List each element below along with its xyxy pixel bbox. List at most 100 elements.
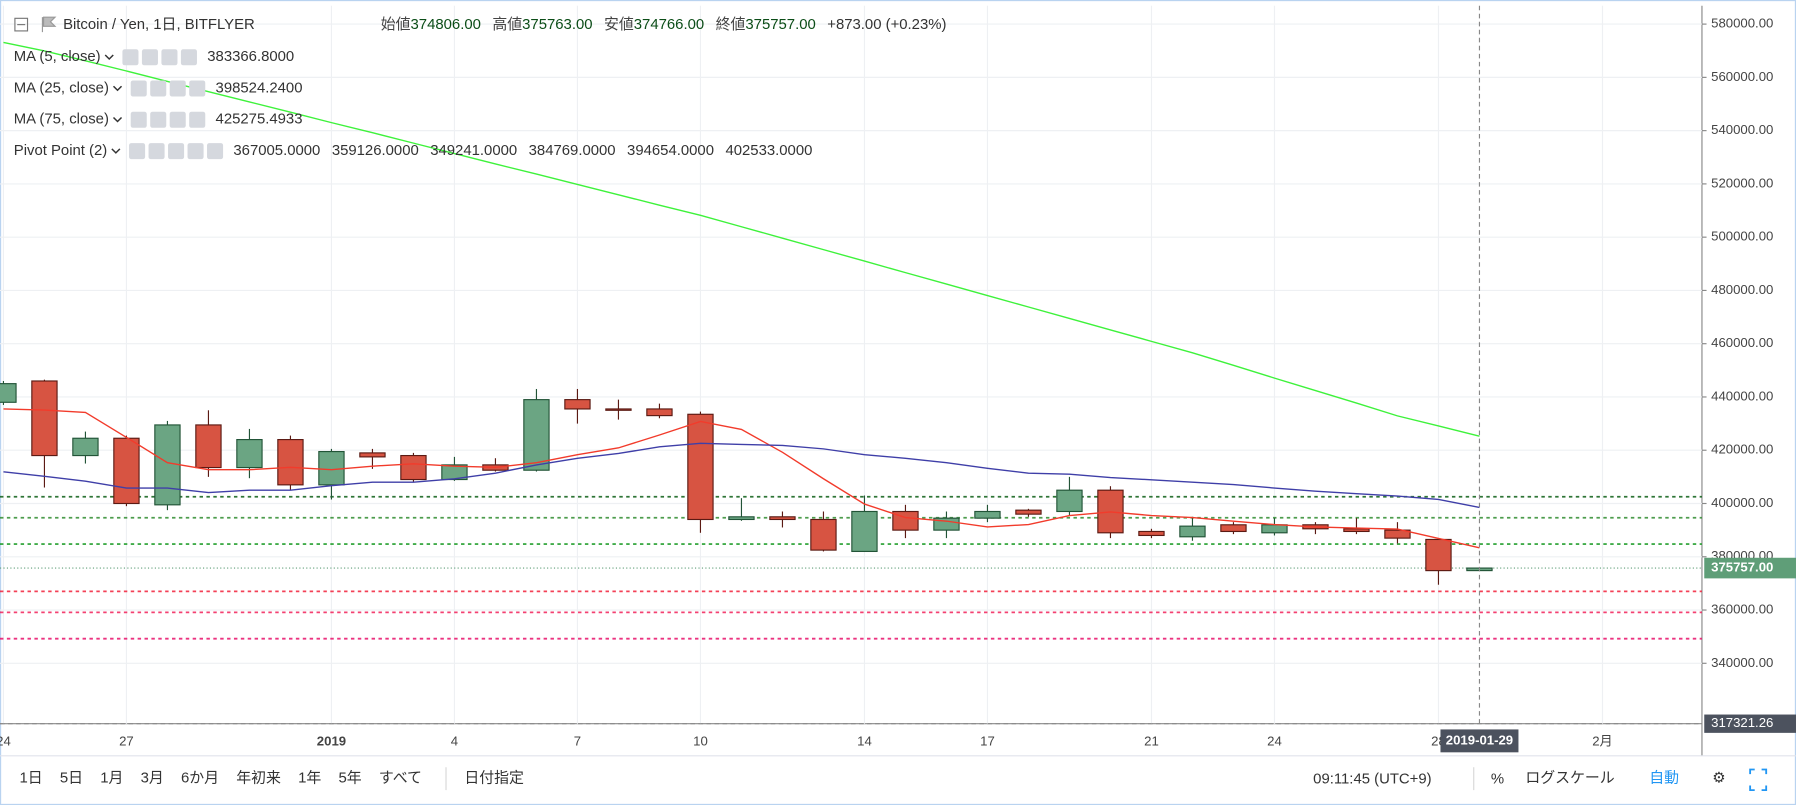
candle-body bbox=[1056, 489, 1083, 513]
legend-icon[interactable] bbox=[168, 143, 185, 160]
ohlc-value: 375763.00 bbox=[522, 17, 592, 33]
x-tick-label: 21 bbox=[1144, 734, 1159, 749]
clock: 09:11:45 (UTC+9) bbox=[1313, 772, 1432, 788]
indicator-name[interactable]: Pivot Point (2) bbox=[14, 143, 108, 159]
y-tick-label: 460000.00 bbox=[1711, 335, 1773, 350]
range-button[interactable]: 5年 bbox=[339, 770, 362, 787]
range-button[interactable]: 6か月 bbox=[181, 770, 219, 787]
indicator-value: 425275.4933 bbox=[216, 112, 303, 128]
legend-icon[interactable] bbox=[129, 143, 146, 160]
y-tick-label: 420000.00 bbox=[1711, 442, 1773, 457]
indicator-value: 383366.8000 bbox=[207, 49, 294, 65]
legend-icon[interactable] bbox=[207, 143, 224, 160]
ohlc-label: 高値 bbox=[492, 16, 522, 33]
y-tick-label: 560000.00 bbox=[1711, 69, 1773, 84]
legend-icon[interactable] bbox=[122, 49, 139, 66]
range-button[interactable]: 3月 bbox=[141, 771, 164, 787]
ohlc-value: 374766.00 bbox=[634, 17, 704, 33]
crosshair-y-box bbox=[1704, 714, 1796, 733]
plot bbox=[0, 41, 1702, 640]
legend-icon[interactable] bbox=[187, 143, 204, 160]
indicator-name[interactable]: MA (25, close) bbox=[14, 80, 109, 96]
crosshair-x-label: 2019-01-29 bbox=[1446, 732, 1513, 747]
range-button[interactable]: 1日 bbox=[19, 771, 42, 787]
legend-icon[interactable] bbox=[169, 80, 186, 97]
x-tick-label: 2月 bbox=[1592, 734, 1613, 749]
candle-body bbox=[728, 516, 755, 521]
candle-body bbox=[1220, 524, 1247, 533]
candle-body bbox=[523, 399, 550, 471]
crosshair-x-box bbox=[1440, 729, 1519, 753]
ohlc-item: 終値375757.00 bbox=[716, 16, 816, 33]
range-button[interactable]: 年初来 bbox=[236, 770, 281, 787]
ohlc-item: 始値374806.00 bbox=[381, 16, 481, 33]
y-tick-label: 360000.00 bbox=[1711, 602, 1773, 617]
log-scale-button[interactable]: ログスケール bbox=[1525, 770, 1614, 787]
date-button[interactable]: 日付指定 bbox=[464, 770, 524, 787]
pivot-value: 359126.0000 bbox=[332, 143, 419, 159]
candle-body bbox=[441, 464, 468, 481]
indicator-name[interactable]: MA (5, close) bbox=[14, 49, 101, 65]
collapse-icon[interactable] bbox=[14, 17, 29, 32]
candle-body bbox=[1261, 524, 1288, 534]
y-tick-label: 340000.00 bbox=[1711, 655, 1773, 670]
x-tick-label: 7 bbox=[574, 734, 581, 749]
range-button[interactable]: 1年 bbox=[298, 770, 321, 787]
x-tick-label: 4 bbox=[451, 734, 458, 749]
candle-body bbox=[687, 413, 714, 521]
legend-icon[interactable] bbox=[189, 111, 206, 128]
y-tick-label: 480000.00 bbox=[1711, 282, 1773, 297]
legend-icon[interactable] bbox=[148, 143, 165, 160]
range-button[interactable]: すべて bbox=[379, 770, 422, 787]
chevron[interactable] bbox=[111, 148, 121, 154]
y-tick-label: 580000.00 bbox=[1711, 16, 1773, 31]
range-button[interactable]: 1月 bbox=[100, 771, 123, 787]
overlay: 2019-01-29 317321.26 375757.00 Bitcoin / Ye… bbox=[0, 5, 1796, 791]
candle-body bbox=[236, 439, 263, 469]
last-price-box bbox=[1704, 557, 1796, 579]
legend-icon[interactable] bbox=[141, 49, 158, 66]
flag-icon[interactable] bbox=[41, 16, 57, 33]
ohlc-value: 375757.00 bbox=[745, 17, 815, 33]
ohlc-label: 始値 bbox=[381, 16, 411, 33]
symbol[interactable]: Bitcoin / Yen, 1日, BITFLYER bbox=[63, 17, 255, 33]
legend-icon[interactable] bbox=[130, 111, 147, 128]
y-tick-label: 440000.00 bbox=[1711, 388, 1773, 403]
percent-button[interactable]: % bbox=[1491, 772, 1504, 788]
last-price-label: 375757.00 bbox=[1711, 560, 1773, 575]
pivot-value: 349241.0000 bbox=[430, 143, 517, 159]
x-tick-label: 24 bbox=[1267, 734, 1282, 749]
settings-icon[interactable]: ⚙ bbox=[1712, 771, 1725, 787]
candle-body bbox=[195, 424, 222, 469]
candle-body bbox=[974, 510, 1001, 519]
chevron[interactable] bbox=[112, 85, 123, 92]
pivot-value: 402533.0000 bbox=[725, 143, 812, 159]
legend-icon[interactable] bbox=[189, 80, 206, 97]
indicator-name[interactable]: MA (75, close) bbox=[14, 112, 109, 128]
fullscreen-icon[interactable] bbox=[1749, 768, 1768, 792]
candle-body bbox=[1425, 538, 1452, 572]
legend-icon[interactable] bbox=[130, 80, 147, 97]
candle-body bbox=[359, 452, 386, 458]
x-tick-label: 27 bbox=[119, 734, 134, 749]
range-button[interactable]: 5日 bbox=[60, 771, 83, 787]
candle-body bbox=[1343, 528, 1370, 533]
pivot-value: 384769.0000 bbox=[529, 143, 616, 159]
legend-icon[interactable] bbox=[150, 80, 167, 97]
chevron[interactable] bbox=[112, 116, 123, 123]
ma-line bbox=[3, 408, 1480, 549]
ma-line bbox=[3, 41, 1480, 437]
legend-icon[interactable] bbox=[161, 49, 178, 66]
legend-icon[interactable] bbox=[169, 111, 186, 128]
legend-icon[interactable] bbox=[180, 49, 197, 66]
pivot-value: 394654.0000 bbox=[627, 143, 714, 159]
auto-button[interactable]: 自動 bbox=[1649, 770, 1679, 787]
candle-body bbox=[318, 450, 345, 486]
chevron[interactable] bbox=[104, 54, 114, 61]
candle-body bbox=[31, 380, 58, 457]
legend-icon[interactable] bbox=[150, 111, 167, 128]
candle-body bbox=[933, 517, 960, 531]
candle-body bbox=[72, 437, 99, 457]
ohlc-item: 安値374766.00 bbox=[604, 16, 704, 33]
